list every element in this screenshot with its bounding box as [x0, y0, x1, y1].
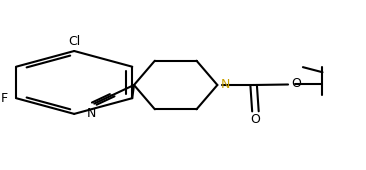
Text: F: F [1, 92, 8, 105]
Text: Cl: Cl [68, 35, 80, 48]
Text: O: O [250, 113, 260, 126]
Text: O: O [291, 77, 301, 90]
Text: N: N [220, 78, 229, 91]
Text: N: N [86, 107, 96, 120]
